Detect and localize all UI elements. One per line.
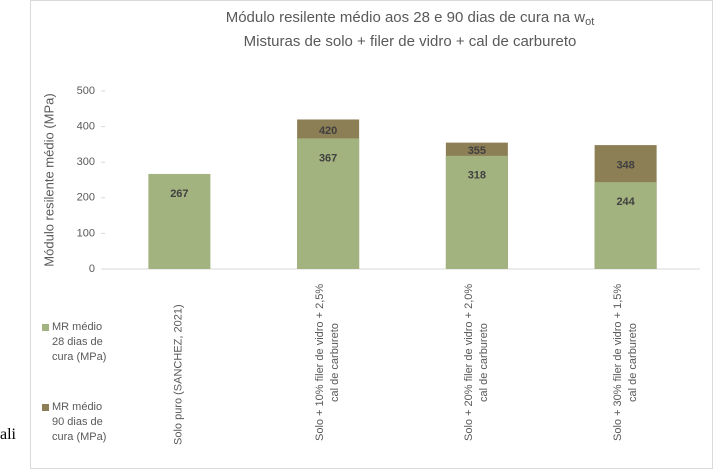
data-label: 244	[616, 196, 635, 208]
x-tick-label: Solo + 10% filer de vidro + 2,5% cal de …	[314, 283, 342, 442]
legend-label: MR médio 28 dias de cura (MPa)	[52, 321, 107, 363]
data-label: 318	[468, 170, 486, 182]
chart-subtitle: Misturas de solo + filer de vidro + cal …	[244, 33, 577, 50]
y-axis-label: Módulo resilente médio (MPa)	[41, 93, 56, 266]
data-label: 267	[170, 188, 188, 200]
data-label: 355	[468, 145, 486, 157]
chart-title: Módulo resilente médio aos 28 e 90 dias …	[226, 9, 595, 28]
data-label: 348	[616, 160, 634, 172]
y-tick-label: 200	[77, 192, 95, 204]
title-line: Módulo resilente médio aos 28 e 90 dias …	[226, 9, 586, 26]
data-label: 367	[319, 152, 337, 164]
text-fragment: ali	[0, 426, 16, 443]
x-tick-label: Solo puro (SANCHEZ, 2021)	[172, 304, 185, 445]
data-label: 420	[319, 125, 337, 137]
title-subscript: ot	[585, 16, 594, 28]
y-tick-label: 0	[89, 263, 95, 275]
bar	[297, 138, 360, 269]
bar	[445, 155, 508, 269]
x-tick-label: Solo + 30% filer de vidro + 1,5% cal de …	[611, 283, 639, 442]
y-tick-label: 500	[77, 85, 95, 97]
y-tick-label: 100	[77, 227, 95, 239]
bar	[148, 173, 211, 269]
legend-swatch	[42, 404, 49, 411]
bar	[594, 182, 657, 269]
legend-swatch	[42, 324, 49, 331]
y-tick-label: 300	[77, 156, 95, 168]
x-tick-label: Solo + 20% filer de vidro + 2,0% cal de …	[462, 283, 490, 442]
legend-label: MR médio 90 dias de cura (MPa)	[52, 401, 107, 443]
y-tick-label: 400	[77, 121, 95, 133]
